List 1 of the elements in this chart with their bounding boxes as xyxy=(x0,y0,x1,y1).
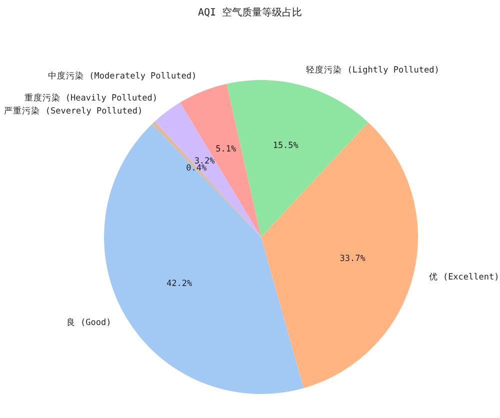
title: AQI 空气质量等级占比 xyxy=(198,8,302,18)
